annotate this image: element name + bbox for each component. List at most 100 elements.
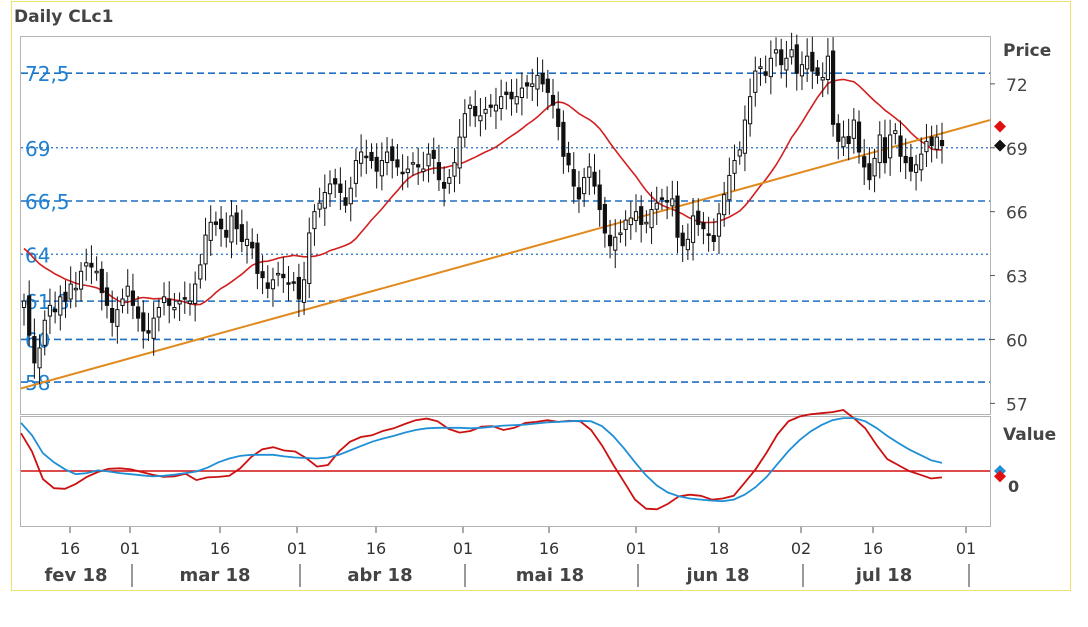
candle-body — [779, 49, 784, 66]
fib-level-label: 64 — [25, 243, 50, 267]
candle-body — [94, 270, 99, 274]
x-tick-day-label: 01 — [453, 539, 473, 558]
moving-average-path — [23, 78, 943, 306]
candle-body — [213, 221, 219, 225]
candle-body — [390, 146, 395, 162]
candle-body — [919, 153, 924, 171]
candle-body — [820, 76, 825, 81]
candle-body — [841, 136, 846, 148]
x-axis: 16 01 16 01 16 01 16 01 18 02 16 01 fev 18 mar 18 abr … — [44, 527, 976, 587]
candle-body — [566, 152, 571, 166]
candle-body — [540, 72, 545, 85]
candle-body — [670, 198, 675, 207]
candle-body — [333, 178, 338, 185]
candle-body — [115, 309, 120, 327]
candle-body — [421, 168, 426, 173]
candle-body — [161, 296, 167, 303]
candle-body — [550, 94, 556, 106]
candle-body — [623, 219, 628, 230]
candle-body — [218, 218, 224, 230]
fib-level-label: 61,8 — [25, 290, 70, 314]
candle-body — [84, 262, 89, 267]
candle-body — [447, 177, 452, 184]
candle-body — [690, 215, 696, 243]
x-tick-day-label: 16 — [539, 539, 559, 558]
candle-body — [473, 105, 478, 117]
candle-body — [499, 96, 504, 110]
candle-body — [78, 270, 84, 290]
x-month-label: mai 18 — [516, 565, 584, 586]
candle-body — [395, 159, 400, 168]
fib-level-label: 72,5 — [25, 62, 70, 86]
candle-body — [478, 115, 483, 122]
trendline — [20, 119, 991, 390]
candle-body — [805, 55, 810, 70]
candle-body — [939, 140, 945, 147]
candle-body — [146, 330, 151, 334]
candle-body — [42, 319, 47, 346]
candle-body — [836, 123, 841, 142]
candle-body — [374, 156, 379, 172]
candle-body — [665, 200, 670, 203]
candle-body — [882, 137, 888, 164]
candle-body — [452, 162, 457, 177]
candle-body — [307, 232, 312, 284]
candle-body — [37, 347, 42, 369]
candle-body — [799, 64, 805, 77]
candle-body — [903, 155, 908, 164]
candle-body — [229, 215, 234, 243]
candle-body — [483, 108, 488, 114]
candle-body — [47, 304, 53, 317]
candle-body — [810, 51, 815, 72]
x-tick-day-label: 16 — [863, 539, 883, 558]
candle-body — [908, 156, 913, 172]
price-tick-label: 66 — [1006, 204, 1028, 224]
fib-level-label: 66,5 — [25, 190, 70, 214]
candle-body — [63, 291, 68, 302]
candle-body — [104, 287, 110, 306]
x-month-label: abr 18 — [347, 565, 412, 586]
candle-body — [234, 212, 239, 230]
candle-body — [924, 140, 929, 153]
candle-body — [73, 287, 78, 291]
chart-title: Daily CLc1 — [14, 7, 113, 27]
candle-body — [441, 181, 447, 189]
value-zero-label: 0 — [1008, 477, 1019, 496]
candle-body — [851, 119, 856, 139]
candle-body — [556, 108, 561, 127]
outer-frame — [11, 1, 1071, 591]
candle-body — [203, 234, 208, 265]
candle-body — [120, 298, 125, 307]
candle-body — [789, 49, 794, 58]
x-tick-day-label: 02 — [791, 539, 811, 558]
indicator-marker — [994, 470, 1006, 483]
x-month-label: jul 18 — [855, 565, 912, 586]
candle-body — [58, 296, 63, 316]
candle-body — [815, 67, 820, 76]
oscillator-lines — [20, 409, 990, 511]
candle-body — [135, 306, 141, 319]
oscillator-series-line — [20, 409, 943, 511]
fib-level-label: 69 — [25, 137, 50, 161]
candle-body — [379, 160, 384, 177]
price-tick-label: 69 — [1006, 140, 1028, 160]
candle-body — [898, 135, 903, 157]
candle-body — [893, 130, 898, 134]
candle-body — [224, 229, 229, 238]
x-tick-day-label: 16 — [366, 539, 386, 558]
candle-body — [737, 149, 742, 157]
candle-body — [239, 224, 244, 242]
candle-body — [711, 235, 716, 242]
candle-body — [338, 183, 343, 193]
candle-body — [467, 104, 473, 109]
candle-body — [322, 191, 327, 209]
candle-body — [208, 221, 213, 241]
candle-body — [706, 233, 711, 236]
candle-body — [312, 211, 317, 230]
candle-body — [639, 206, 644, 225]
price-tick-label: 63 — [1006, 268, 1028, 288]
price-axis-label: Price — [1003, 41, 1051, 61]
candle-body — [607, 234, 613, 247]
